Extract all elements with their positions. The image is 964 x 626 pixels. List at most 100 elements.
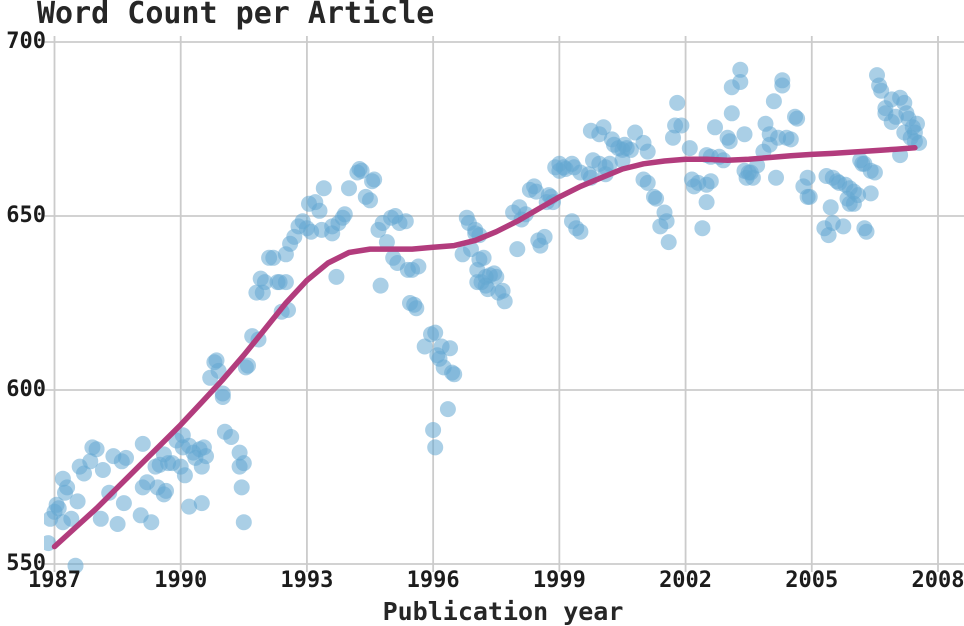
scatter-point [50,500,67,517]
scatter-point [862,185,879,202]
scatter-point [109,516,126,532]
scatter-point [69,493,86,510]
x-tick-label: 2005 [785,568,839,593]
scatter-point [488,268,505,285]
scatter-point [782,131,799,148]
scatter-point [572,223,589,240]
scatter-point [475,249,492,266]
scatter-point [909,115,925,132]
scatter-point [665,129,681,146]
scatter-point [256,274,273,291]
scatter-point [63,510,80,527]
y-tick-label: 550 [6,551,46,576]
scatter-point [265,249,282,266]
scatter-point [639,143,656,160]
scatter-point [336,206,353,223]
scatter-point [820,227,837,244]
scatter-point [94,462,111,478]
scatter-point [76,465,92,482]
scatter-point [732,61,749,78]
scatter-point [595,119,612,136]
scatter-point [721,133,738,150]
scatter-point [774,77,791,94]
scatter-point [353,162,370,179]
scatter-point [397,213,414,230]
scatter-point [181,498,198,515]
scatter-point [233,479,250,496]
scatter-point [446,366,463,383]
scatter-point [822,199,839,216]
scatter-point [732,74,749,90]
x-tick-label: 1996 [406,568,460,593]
scatter-point [143,514,160,531]
scatter-point [176,467,193,484]
x-axis-label-text: Publication year [382,597,624,626]
scatter-point [341,180,357,197]
scatter-point [158,482,174,499]
x-tick-label: 1990 [154,568,208,593]
scatter-point [439,401,456,418]
scatter-point [736,126,753,143]
scatter-point [193,495,210,512]
scatter-point [59,479,76,496]
scatter-point [789,110,806,127]
scatter-point [240,357,256,374]
scatter-point [223,429,240,445]
scatter-point [528,183,545,200]
scatter-point [723,105,740,122]
scatter-point [198,448,214,465]
x-tick-label: 2008 [911,568,964,593]
y-tick-label: 600 [6,377,46,402]
scatter-point [118,449,134,466]
scatter-point [694,220,711,237]
scatter-point [669,94,686,111]
scatter-point [835,218,852,235]
scatter-point [768,169,784,186]
scatter-point [362,192,378,209]
scatter-point [416,338,433,355]
scatter-point [866,164,883,181]
y-tick-label: 700 [6,29,46,54]
scatter-point [311,202,328,219]
scatter-points [44,61,928,574]
scatter-point [765,93,782,110]
x-tick-label: 1999 [532,568,586,593]
scatter-point [509,241,526,258]
scatter-point [660,234,677,251]
scatter-point [277,274,294,291]
scatter-point [858,223,875,240]
scatter-point [427,439,444,456]
scatter-point [639,174,656,191]
scatter-point [378,234,395,251]
scatter-point [681,140,698,157]
trend-line [51,145,918,550]
scatter-point [235,455,252,472]
scatter-point [702,173,719,190]
scatter-point [496,293,513,310]
scatter-point [92,510,109,527]
scatter-point [115,495,132,512]
chart-title: Word Count per Article [37,0,435,31]
scatter-point [372,277,389,294]
scatter-point [744,169,761,186]
scatter-point [622,141,639,158]
scatter-point [134,435,151,452]
scatter-point [427,324,444,341]
scatter-point [235,514,252,531]
scatter-point [328,268,345,285]
scatter-point [82,453,99,470]
scatter-point [214,389,231,405]
x-tick-label: 1993 [280,568,334,593]
scatter-point [873,82,890,99]
x-axis-label: Publication year [0,597,964,626]
scatter-point [799,169,816,186]
scatter-point [673,117,690,134]
scatter-point [425,422,442,438]
x-tick-label: 1987 [28,568,81,593]
scatter-point [88,441,105,458]
scatter-point [850,187,867,204]
scatter-point [366,171,383,188]
scatter-point [315,180,332,197]
scatter-point [410,258,427,275]
